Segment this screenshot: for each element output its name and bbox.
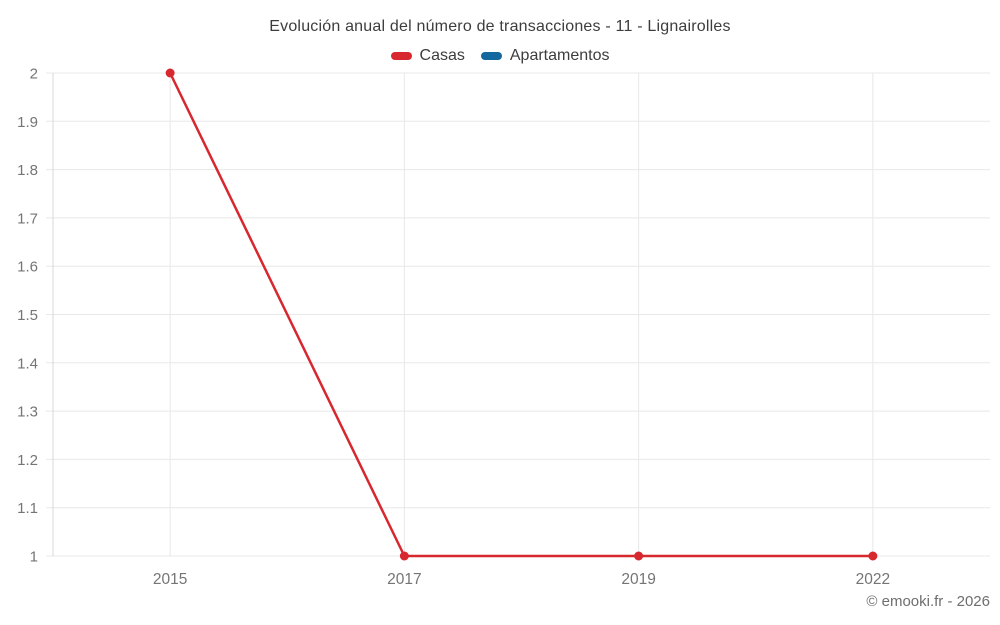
legend-swatch-casas-icon (390, 52, 412, 60)
y-tick-label: 1.7 (17, 210, 38, 227)
y-tick-label: 1.6 (17, 259, 38, 276)
legend-item-apartamentos[interactable]: Apartamentos (480, 47, 610, 65)
y-tick-label: 1.8 (17, 162, 38, 179)
y-tick-label: 1.2 (17, 452, 38, 469)
x-tick-label: 2022 (856, 571, 890, 588)
y-tick-label: 1.5 (17, 307, 38, 324)
y-tick-label: 1.3 (17, 404, 38, 421)
y-tick-label: 1.4 (17, 355, 38, 372)
legend-swatch-apartamentos-icon (480, 52, 502, 60)
data-point-casas (634, 551, 644, 561)
series-line-casas (168, 71, 875, 558)
data-point-casas (868, 551, 878, 561)
legend-label-apartamentos: Apartamentos (509, 47, 610, 64)
x-tick-label: 2015 (153, 571, 187, 588)
y-tick-label: 1 (30, 549, 38, 566)
data-point-casas (165, 68, 175, 78)
x-tick-label: 2017 (387, 571, 421, 588)
legend-item-casas[interactable]: Casas (390, 47, 465, 65)
chart-title: Evolución anual del número de transaccio… (269, 18, 731, 35)
y-tick-label: 1.9 (17, 114, 38, 131)
x-tick-label: 2019 (621, 571, 655, 588)
legend-label-casas: Casas (419, 47, 465, 64)
data-point-casas (399, 551, 409, 561)
legend: Casas Apartamentos (0, 47, 1000, 65)
y-tick-label: 2 (30, 66, 38, 83)
y-tick-label: 1.1 (17, 500, 38, 517)
credit-text: © emooki.fr - 2026 (866, 593, 990, 610)
